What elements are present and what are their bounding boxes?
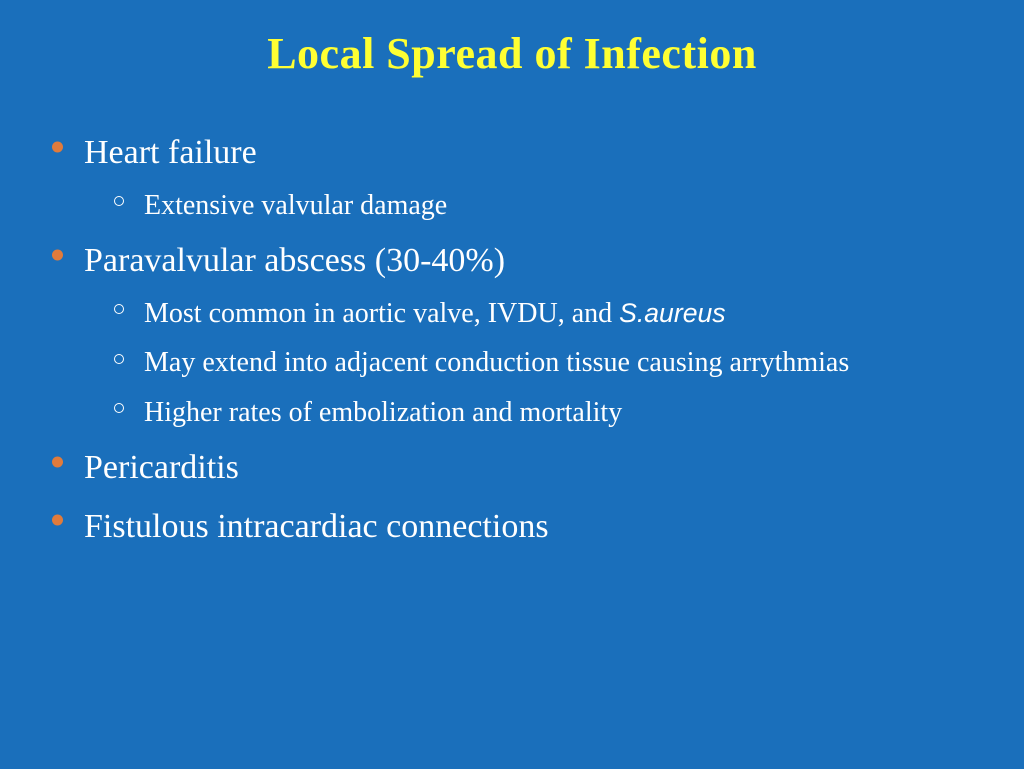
list-item: Most common in aortic valve, IVDU, and S… — [112, 292, 982, 335]
bullet-list: Heart failure Extensive valvular damage … — [42, 127, 982, 553]
bullet-text: Paravalvular abscess (30-40%) — [84, 242, 505, 279]
list-item: Heart failure Extensive valvular damage — [48, 127, 982, 227]
sub-list: Extensive valvular damage — [84, 184, 982, 227]
list-item: May extend into adjacent conduction tiss… — [112, 341, 982, 384]
bullet-text: Pericarditis — [84, 449, 239, 486]
list-item: Fistulous intracardiac connections — [48, 501, 982, 554]
italic-text: S.aureus — [619, 298, 725, 328]
bullet-text: Most common in aortic valve, IVDU, and — [144, 298, 619, 329]
sub-list: Most common in aortic valve, IVDU, and S… — [84, 292, 982, 434]
list-item: Pericarditis — [48, 442, 982, 495]
bullet-text: Fistulous intracardiac connections — [84, 508, 549, 545]
list-item: Paravalvular abscess (30-40%) Most commo… — [48, 235, 982, 434]
bullet-text: Higher rates of embolization and mortali… — [144, 397, 622, 428]
list-item: Higher rates of embolization and mortali… — [112, 391, 982, 434]
bullet-text: Extensive valvular damage — [144, 190, 447, 221]
list-item: Extensive valvular damage — [112, 184, 982, 227]
slide: Local Spread of Infection Heart failure … — [0, 0, 1024, 769]
bullet-text: Heart failure — [84, 134, 257, 171]
bullet-text: May extend into adjacent conduction tiss… — [144, 347, 849, 378]
slide-title: Local Spread of Infection — [42, 28, 982, 79]
